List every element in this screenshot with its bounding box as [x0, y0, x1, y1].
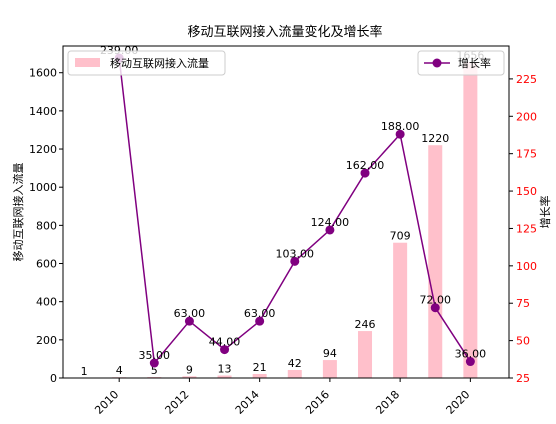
y-tick-label: 800	[36, 219, 57, 232]
bar-value-label: 4	[116, 364, 123, 377]
growth-value-label: 63.00	[244, 307, 276, 320]
growth-point	[430, 303, 440, 313]
plot-frame	[62, 45, 510, 379]
bar	[322, 360, 337, 378]
growth-value-label: 162.00	[346, 159, 385, 172]
bar-labels-layer: 14591321429424670912201656	[81, 49, 485, 378]
bar-value-label: 1	[81, 365, 88, 378]
y2-tick-label: 75	[516, 297, 530, 310]
bar-value-label: 1220	[421, 132, 449, 145]
line-layer	[114, 53, 475, 368]
y-tick-label: 600	[36, 258, 57, 271]
growth-value-label: 63.00	[174, 307, 206, 320]
y2-tick-label: 150	[516, 185, 537, 198]
bar	[217, 375, 232, 378]
growth-point	[149, 358, 159, 368]
legend-bar: 移动互联网接入流量	[67, 50, 226, 76]
growth-line	[118, 57, 471, 365]
y2-tick-label: 225	[516, 73, 537, 86]
growth-point	[290, 256, 300, 266]
line-labels-layer: 239.0035.0063.0044.0063.00103.00124.0016…	[100, 44, 486, 362]
legend-bar-swatch	[75, 58, 100, 67]
y-tick-label: 400	[36, 296, 57, 309]
x-tick-label: 2020	[444, 388, 473, 417]
y-tick-label: 1000	[29, 181, 57, 194]
growth-point	[255, 316, 265, 326]
chart-title: 移动互联网接入流量变化及增长率	[187, 24, 382, 40]
bar	[358, 331, 373, 378]
y-tick-label: 1600	[29, 67, 57, 80]
y-tick-label: 200	[36, 334, 57, 347]
growth-point	[184, 316, 194, 326]
bar-value-label: 5	[151, 364, 158, 377]
growth-point	[220, 345, 230, 355]
y2-tick-label: 125	[516, 222, 537, 235]
bars-layer	[77, 62, 478, 378]
x-tick-label: 2016	[303, 388, 332, 417]
bar	[393, 242, 408, 378]
bar-value-label: 9	[186, 363, 193, 376]
legend-line: 增长率	[417, 50, 505, 76]
legend-bar-frame	[67, 50, 226, 76]
growth-value-label: 188.00	[381, 120, 420, 133]
bar	[287, 369, 302, 378]
bar	[252, 373, 267, 378]
bar-value-label: 21	[253, 361, 267, 374]
legend-line-frame	[417, 50, 505, 76]
bar-value-label: 42	[288, 357, 302, 370]
growth-value-label: 124.00	[311, 216, 350, 229]
y2-tick-label: 200	[516, 110, 537, 123]
y2-tick-label: 50	[516, 335, 530, 348]
legend-line-marker	[432, 58, 442, 68]
bar	[428, 145, 443, 378]
bar-value-label: 94	[323, 347, 337, 360]
legend-bar-label: 移动互联网接入流量	[110, 56, 209, 70]
y2-tick-label: 100	[516, 260, 537, 273]
legend-line-label: 增长率	[458, 56, 491, 70]
y-axis-right: 25 50 75 100 125 150 175 200 225	[509, 73, 537, 385]
growth-value-label: 36.00	[455, 348, 487, 361]
y-tick-label: 1400	[29, 105, 57, 118]
growth-value-label: 44.00	[209, 336, 241, 349]
x-tick-label: 2012	[163, 388, 192, 417]
y2-tick-label: 25	[516, 372, 530, 385]
y-tick-label: 1200	[29, 143, 57, 156]
y2-tick-label: 175	[516, 148, 537, 161]
growth-value-label: 72.00	[420, 294, 452, 307]
bar-value-label: 246	[355, 318, 376, 331]
growth-value-label: 35.00	[139, 349, 171, 362]
bar	[182, 376, 197, 378]
bar-value-label: 13	[218, 363, 232, 376]
y2-axis-title: 增长率	[538, 196, 552, 229]
bar	[463, 62, 478, 378]
growth-point	[360, 168, 370, 178]
growth-point	[325, 225, 335, 235]
y-tick-label: 0	[50, 372, 57, 385]
x-axis: 2010 2012 2014 2016 2018 2020	[92, 378, 472, 417]
y-axis-left: 0 200 400 600 800 1000 1200 1400 1600	[29, 67, 63, 385]
bar-value-label: 709	[390, 230, 411, 243]
growth-point	[395, 129, 405, 139]
x-tick-label: 2018	[373, 388, 402, 417]
x-tick-label: 2010	[92, 388, 121, 417]
x-tick-label: 2014	[233, 388, 262, 417]
growth-point	[465, 357, 475, 367]
y-axis-title: 移动互联网接入流量	[11, 163, 25, 262]
growth-value-label: 103.00	[276, 247, 315, 260]
